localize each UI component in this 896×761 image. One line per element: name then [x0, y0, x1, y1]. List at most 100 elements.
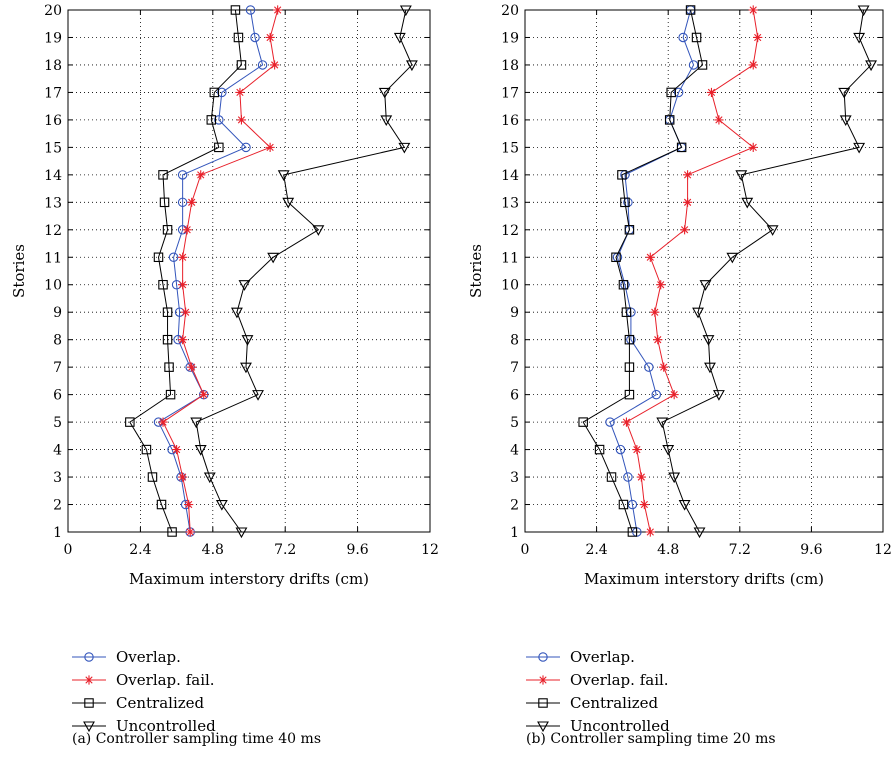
x-tick-label: 4.8: [202, 542, 224, 558]
x-tick-label: 12: [874, 542, 892, 558]
data-point: [158, 418, 167, 427]
y-tick-label: 5: [510, 415, 519, 431]
y-tick-label: 10: [44, 278, 62, 294]
y-tick-label: 15: [44, 140, 62, 156]
y-tick-label: 11: [501, 250, 519, 266]
x-tick-label: 2.4: [585, 542, 607, 558]
y-tick-label: 19: [501, 30, 519, 46]
data-point: [178, 253, 187, 262]
chart-caption: (b) Controller sampling time 20 ms: [526, 731, 776, 747]
y-axis-label: Stories: [10, 244, 28, 298]
data-point: [183, 225, 192, 234]
y-tick-label: 15: [501, 140, 519, 156]
y-tick-label: 17: [501, 85, 519, 101]
legend-label: Overlap.: [570, 648, 635, 666]
y-tick-label: 4: [53, 443, 62, 459]
y-tick-label: 13: [501, 195, 519, 211]
series-overlap-fail-: [158, 5, 282, 536]
series-overlap-fail-: [622, 5, 762, 536]
data-point: [199, 390, 208, 399]
y-tick-label: 1: [510, 525, 519, 541]
y-tick-label: 12: [501, 223, 519, 239]
x-tick-label: 7.2: [729, 542, 751, 558]
chart-b: 0 2.4 4.8 7.2 9.6 121234567891011121314151617…: [467, 3, 892, 747]
y-tick-label: 5: [53, 415, 62, 431]
data-point: [237, 115, 246, 124]
legend-marker: [84, 675, 93, 684]
legend-label: Centralized: [570, 694, 659, 712]
data-point: [266, 33, 275, 42]
legend: Overlap. Overlap. fail. Centralized Uncontr…: [72, 648, 216, 735]
data-point: [659, 363, 668, 372]
y-tick-label: 3: [510, 470, 519, 486]
series-line: [626, 10, 757, 532]
data-point: [646, 253, 655, 262]
y-tick-label: 18: [44, 58, 62, 74]
x-axis-label: Maximum interstory drifts (cm): [129, 570, 369, 588]
x-tick-label: 4.8: [657, 542, 679, 558]
data-point: [749, 5, 758, 14]
data-point: [637, 472, 646, 481]
data-point: [670, 390, 679, 399]
data-point: [178, 335, 187, 344]
grid: [525, 10, 883, 532]
chart-caption: (a) Controller sampling time 40 ms: [72, 731, 321, 747]
y-tick-label: 2: [510, 498, 519, 514]
data-point: [622, 418, 631, 427]
y-tick-label: 9: [53, 305, 62, 321]
y-tick-label: 18: [501, 58, 519, 74]
y-tick-label: 2: [53, 498, 62, 514]
data-point: [707, 88, 716, 97]
chart-a: 0 2.4 4.8 7.2 9.6 121234567891011121314151617…: [10, 3, 439, 747]
data-point: [646, 527, 655, 536]
y-tick-label: 14: [44, 168, 62, 184]
y-tick-label: 1: [53, 525, 62, 541]
x-axis-label: Maximum interstory drifts (cm): [584, 570, 824, 588]
x-tick-label: 9.6: [346, 542, 368, 558]
data-point: [235, 88, 244, 97]
data-point: [187, 198, 196, 207]
plot-frame: [525, 10, 883, 532]
legend-label: Centralized: [116, 694, 205, 712]
grid: [68, 10, 430, 532]
y-tick-label: 7: [510, 360, 519, 376]
series-overlap-: [154, 6, 266, 536]
x-tick-label: 7.2: [274, 542, 296, 558]
data-point: [187, 363, 196, 372]
y-tick-label: 16: [44, 113, 62, 129]
legend-marker: [538, 675, 547, 684]
data-point: [186, 527, 195, 536]
data-point: [640, 500, 649, 509]
y-tick-label: 3: [53, 470, 62, 486]
data-point: [196, 170, 205, 179]
data-point: [714, 115, 723, 124]
legend-label: Overlap. fail.: [570, 671, 669, 689]
series-centralized: [579, 6, 707, 536]
data-point: [656, 280, 665, 289]
data-point: [749, 60, 758, 69]
y-tick-label: 6: [53, 388, 62, 404]
y-tick-label: 7: [53, 360, 62, 376]
y-tick-label: 8: [53, 333, 62, 349]
x-tick-label: 9.6: [800, 542, 822, 558]
y-tick-label: 20: [44, 3, 62, 19]
data-point: [683, 170, 692, 179]
data-point: [178, 280, 187, 289]
data-point: [632, 445, 641, 454]
legend-label: Overlap. fail.: [116, 671, 215, 689]
x-tick-label: 0: [521, 542, 530, 558]
y-tick-label: 19: [44, 30, 62, 46]
legend-label: Overlap.: [116, 648, 181, 666]
series-uncontrolled: [657, 6, 876, 537]
plot-frame: [68, 10, 430, 532]
y-tick-label: 4: [510, 443, 519, 459]
y-tick-label: 10: [501, 278, 519, 294]
data-point: [653, 335, 662, 344]
legend: Overlap. Overlap. fail. Centralized Uncontr…: [526, 648, 670, 735]
y-tick-label: 8: [510, 333, 519, 349]
y-tick-label: 20: [501, 3, 519, 19]
y-tick-label: 13: [44, 195, 62, 211]
data-point: [266, 143, 275, 152]
y-tick-label: 17: [44, 85, 62, 101]
